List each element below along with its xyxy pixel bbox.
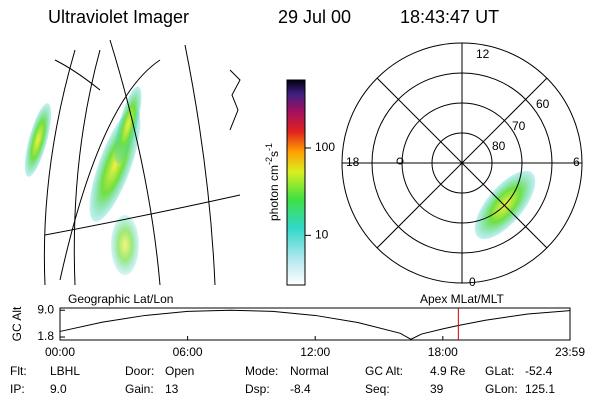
- x-tick-label: 12:00: [300, 345, 330, 359]
- status-value: 13: [165, 382, 179, 396]
- colorbar: [286, 79, 306, 286]
- mlt-label: 0: [469, 275, 476, 289]
- mlt-label: 6: [573, 155, 580, 169]
- lat-label: 70: [512, 119, 526, 133]
- status-value: Normal: [290, 364, 329, 378]
- status-value: -8.4: [290, 382, 311, 396]
- x-tick-label: 00:00: [45, 345, 75, 359]
- polar-plot: 12 18 6 0 60 70 80: [341, 42, 583, 289]
- x-tick-label: 18:00: [428, 345, 458, 359]
- time: 18:43:47 UT: [400, 7, 499, 27]
- status-value: 39: [430, 382, 444, 396]
- status-key: Seq:: [365, 382, 390, 396]
- status-value: 9.0: [50, 382, 67, 396]
- status-value: 125.1: [525, 382, 555, 396]
- map-image: [24, 39, 241, 286]
- status-value: 4.9 Re: [430, 364, 466, 378]
- status-key: GLat:: [485, 364, 514, 378]
- status-key: Dsp:: [245, 382, 270, 396]
- colorbar-tick-label: 100: [315, 140, 335, 154]
- y-tick-label: 1.8: [37, 329, 54, 343]
- title: Ultraviolet Imager: [48, 7, 189, 27]
- status-key: Door:: [125, 364, 154, 378]
- status-value: -52.4: [525, 364, 553, 378]
- status-value: LBHL: [50, 364, 80, 378]
- x-tick-label: 06:00: [173, 345, 203, 359]
- y-tick-label: 9.0: [37, 302, 54, 316]
- colorbar-label: photon cm-2s-1: [264, 143, 281, 221]
- date: 29 Jul 00: [278, 7, 351, 27]
- altitude-frame: [59, 307, 571, 341]
- status-key: Flt:: [10, 364, 27, 378]
- y-axis-label: GC Alt: [10, 306, 24, 341]
- status-panel: Flt: LBHL Door: Open Mode: Normal GC Alt: 4.9 R…: [10, 364, 555, 396]
- status-key: Mode:: [245, 364, 278, 378]
- polar-label: Apex MLat/MLT: [420, 292, 504, 306]
- status-value: Open: [165, 364, 194, 378]
- mlt-label: 18: [346, 155, 360, 169]
- map-label: Geographic Lat/Lon: [68, 292, 173, 306]
- status-key: IP:: [10, 382, 25, 396]
- lat-label: 80: [492, 139, 506, 153]
- colorbar-tick-label: 10: [315, 227, 329, 241]
- altitude-line: [59, 309, 571, 340]
- status-key: GLon:: [485, 382, 518, 396]
- status-key: Gain:: [125, 382, 154, 396]
- lat-label: 60: [536, 97, 550, 111]
- status-key: GC Alt:: [365, 364, 403, 378]
- x-tick-label: 23:59: [555, 345, 585, 359]
- mlt-label: 12: [476, 47, 490, 61]
